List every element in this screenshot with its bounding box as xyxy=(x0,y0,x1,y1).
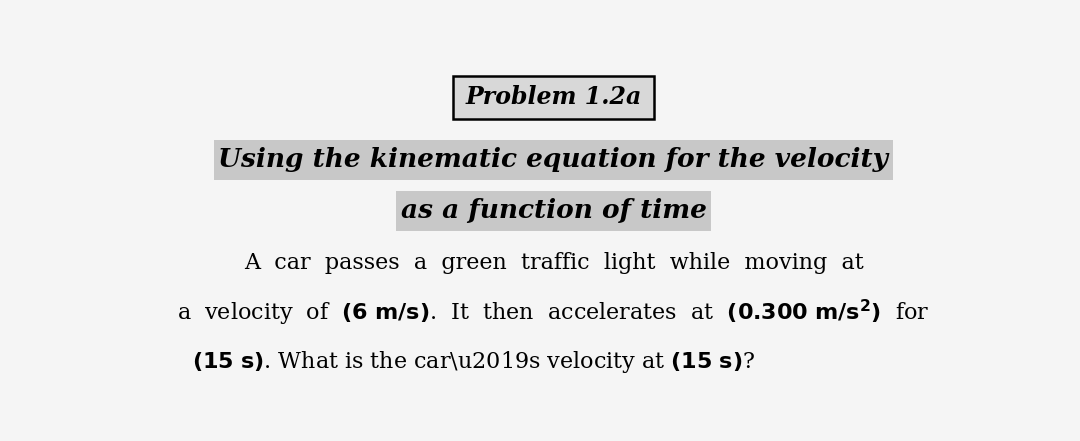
Text: a  velocity  of  $\bf{(6\ m/s)}$.  It  then  accelerates  at  $\bf{(0.300\ m/s^2: a velocity of $\bf{(6\ m/s)}$. It then a… xyxy=(177,298,930,328)
FancyBboxPatch shape xyxy=(214,140,893,180)
Text: Using the kinematic equation for the velocity: Using the kinematic equation for the vel… xyxy=(218,147,889,172)
Text: as a function of time: as a function of time xyxy=(401,198,706,223)
Text: $\bf{(15\ s)}$. What is the car\u2019s velocity at $\bf{(15\ s)}$?: $\bf{(15\ s)}$. What is the car\u2019s v… xyxy=(192,349,755,375)
Text: A  car  passes  a  green  traffic  light  while  moving  at: A car passes a green traffic light while… xyxy=(244,252,863,274)
Text: Problem 1.2a: Problem 1.2a xyxy=(465,85,642,109)
FancyBboxPatch shape xyxy=(453,75,654,119)
FancyBboxPatch shape xyxy=(396,191,711,231)
